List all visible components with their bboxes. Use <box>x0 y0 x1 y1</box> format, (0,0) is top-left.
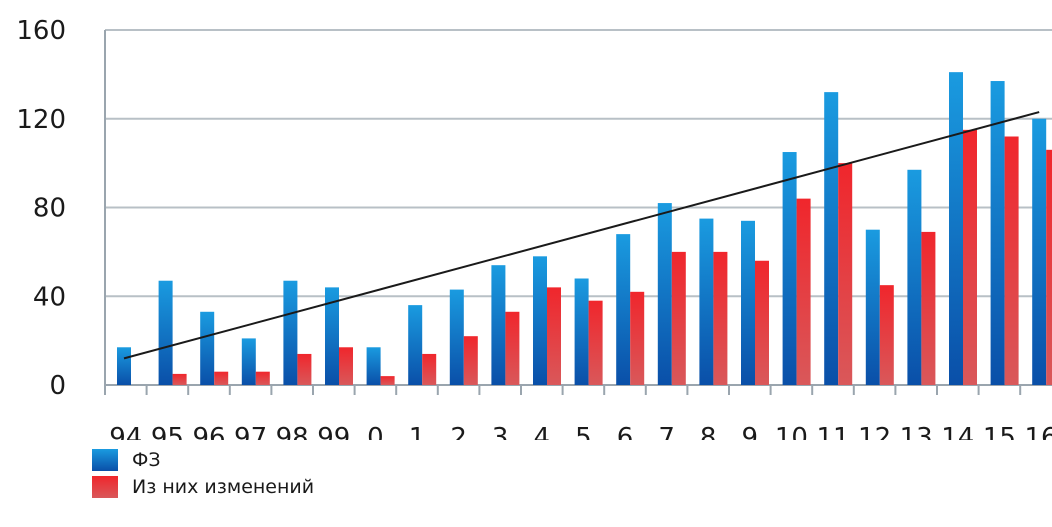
trend-line <box>123 111 1040 360</box>
bar-changes <box>630 291 645 385</box>
bar-changes <box>963 129 977 385</box>
x-tick-label: 97 <box>234 423 267 440</box>
bar-changes <box>671 251 686 385</box>
bar-fz <box>616 234 631 385</box>
x-tick-label: 13 <box>900 423 933 440</box>
y-tick-label: 0 <box>49 371 66 401</box>
bar-changes <box>879 285 894 385</box>
x-tick-label: 94 <box>109 423 142 440</box>
bar-fz <box>1032 118 1047 385</box>
bar-changes <box>422 353 437 385</box>
bar-changes <box>297 353 312 385</box>
legend-label-changes: Из них изменений <box>132 475 315 498</box>
bar-fz <box>907 169 922 385</box>
bar-fz <box>117 347 131 385</box>
gridlines <box>104 29 1052 395</box>
x-tick-label: 1 <box>409 423 426 440</box>
bar-fz <box>574 278 589 385</box>
bar-changes <box>713 251 728 385</box>
y-tick-label: 40 <box>33 282 66 312</box>
bar-fz <box>824 92 839 385</box>
x-tick-label: 0 <box>367 423 384 440</box>
bar-fz <box>200 311 215 385</box>
bar-changes <box>255 371 270 385</box>
x-tick-label: 14 <box>941 423 974 440</box>
x-tick-label: 99 <box>317 423 350 440</box>
bar-changes <box>1046 149 1052 385</box>
x-tick-label: 3 <box>492 423 509 440</box>
y-tick-label: 120 <box>16 105 66 135</box>
legend-item-fz: ФЗ <box>92 446 314 473</box>
legend-item-changes: Из них изменений <box>92 473 314 500</box>
x-tick-label: 98 <box>276 423 309 440</box>
bar-changes <box>838 163 853 385</box>
bar-changes <box>172 373 187 385</box>
x-tick-label: 16 <box>1024 423 1052 440</box>
bar-changes <box>547 287 561 385</box>
bar-changes <box>1004 136 1019 385</box>
bar-changes <box>463 336 478 385</box>
bar-changes <box>588 300 603 385</box>
x-tick-label: 95 <box>151 423 184 440</box>
x-tick-label: 15 <box>983 423 1016 440</box>
x-tick-label: 4 <box>534 423 551 440</box>
x-tick-label: 12 <box>858 423 891 440</box>
legend-swatch-changes <box>92 475 118 498</box>
x-tick-label: 8 <box>700 423 717 440</box>
bar-fz <box>241 338 256 385</box>
bar-fz <box>366 347 381 385</box>
bar-fz <box>657 203 672 385</box>
bar-changes <box>339 347 353 385</box>
bar-fz <box>449 289 464 385</box>
bar-changes <box>796 198 811 385</box>
y-tick-label: 80 <box>33 194 66 224</box>
x-tick-label: 6 <box>617 423 634 440</box>
x-tick-label: 11 <box>816 423 849 440</box>
x-tick-label: 96 <box>192 423 225 440</box>
legend-label-fz: ФЗ <box>132 448 161 471</box>
bar-changes <box>921 231 936 385</box>
y-axis-ticks: 0 40 80 120 160 <box>16 16 66 401</box>
bar-fz <box>491 265 506 385</box>
x-axis-ticks: 94 95 96 97 98 99 0 1 2 3 4 5 6 7 8 9 10 11 12 13 14 15 16 <box>109 423 1052 440</box>
bar-fz <box>865 229 880 385</box>
bar-fz <box>533 256 547 385</box>
bar-fz <box>325 287 339 385</box>
bars <box>117 72 1052 385</box>
bar-changes <box>755 260 769 385</box>
bar-fz <box>699 218 714 385</box>
bar-changes <box>214 371 229 385</box>
x-tick-label: 10 <box>775 423 808 440</box>
x-tick-label: 7 <box>658 423 675 440</box>
bar-fz <box>283 280 298 385</box>
bar-changes <box>380 376 395 385</box>
x-tick-label: 2 <box>450 423 467 440</box>
bar-fz <box>741 220 755 385</box>
bar-changes <box>505 311 520 385</box>
bar-fz <box>408 305 423 385</box>
y-tick-label: 160 <box>16 16 66 46</box>
bar-fz <box>949 72 963 385</box>
bar-fz <box>782 152 797 385</box>
bar-fz <box>990 81 1005 385</box>
x-tick-label: 5 <box>575 423 592 440</box>
legend-swatch-fz <box>92 448 118 471</box>
x-tick-label: 9 <box>742 423 759 440</box>
legend: ФЗ Из них изменений <box>92 446 314 500</box>
bar-fz <box>158 280 173 385</box>
